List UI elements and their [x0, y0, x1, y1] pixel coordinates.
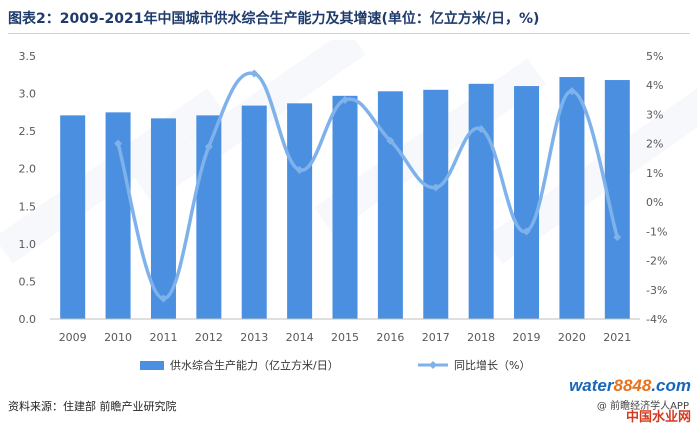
y-left-tick-label: 3.0: [19, 88, 37, 101]
bar-series: [60, 77, 630, 320]
y-left-tick-label: 0.0: [19, 313, 37, 326]
x-tick-label: 2012: [195, 331, 223, 344]
growth-point-2011: [159, 294, 168, 303]
cn-watermark: 中国水业网: [625, 410, 691, 425]
y-right-tick-label: -4%: [646, 313, 667, 326]
y-right-tick-label: 4%: [646, 79, 663, 92]
y-left-tick-label: 0.5: [19, 275, 37, 288]
y-left-tick-label: 3.5: [19, 50, 37, 63]
y-right-tick-label: 1%: [646, 167, 663, 180]
legend-bar-swatch: [140, 360, 164, 370]
growth-point-2021: [613, 233, 622, 242]
axes: 0.0 0.5 1.0 1.5 2.0 2.5 3.0 3.5 -4% -3% -2% -1% 0% 1%…: [19, 50, 668, 344]
x-tick-label: 2016: [376, 331, 404, 344]
line-series: [114, 69, 622, 303]
app-watermark: @ 前瞻经济学人APP: [596, 401, 689, 412]
title-divider: [8, 33, 690, 34]
source-note: 资料来源：住建部 前瞻产业研究院: [8, 400, 177, 413]
x-tick-label: 2019: [513, 331, 541, 344]
x-tick-label: 2018: [467, 331, 495, 344]
y-left-tick-label: 1.0: [19, 238, 37, 251]
bar-2016: [377, 91, 403, 319]
y-right-tick-label: -1%: [646, 225, 667, 238]
legend-bar-label: 供水综合生产能力（亿立方米/日）: [170, 359, 339, 372]
bar-2020: [559, 77, 585, 319]
legend-item-bar: 供水综合生产能力（亿立方米/日）: [140, 357, 339, 373]
bar-2014: [287, 103, 313, 319]
growth-point-2014: [295, 165, 304, 174]
x-tick-label: 2021: [603, 331, 631, 344]
site-watermark: water8848.com: [569, 376, 691, 396]
bar-2009: [60, 115, 86, 319]
y-left-tick-label: 2.0: [19, 163, 37, 176]
bar-2013: [241, 105, 267, 319]
x-tick-label: 2010: [104, 331, 132, 344]
bar-2011: [150, 118, 176, 320]
x-tick-label: 2014: [286, 331, 314, 344]
site-watermark-c: .com: [651, 376, 691, 395]
y-right-tick-label: 2%: [646, 138, 663, 151]
growth-point-2012: [204, 142, 213, 151]
y-left-tick-label: 1.5: [19, 200, 37, 213]
growth-point-2010: [114, 139, 123, 148]
growth-point-2019: [522, 227, 531, 236]
x-tick-label: 2020: [558, 331, 586, 344]
combo-chart: 0.0 0.5 1.0 1.5 2.0 2.5 3.0 3.5 -4% -3% -2% -1% 0% 1%…: [0, 40, 697, 344]
x-tick-label: 2011: [149, 331, 177, 344]
growth-point-2018: [477, 125, 486, 134]
x-tick-label: 2013: [240, 331, 268, 344]
y-right-tick-label: 3%: [646, 108, 663, 121]
watermark-band: [484, 88, 697, 264]
growth-point-2016: [386, 136, 395, 145]
growth-point-2013: [250, 69, 259, 78]
y-right-tick-label: -2%: [646, 255, 667, 268]
x-tick-label: 2009: [59, 331, 87, 344]
growth-point-2017: [431, 183, 440, 192]
site-watermark-a: water: [569, 376, 614, 395]
growth-point-2020: [567, 87, 576, 96]
y-right-tick-label: -3%: [646, 284, 667, 297]
x-tick-label: 2015: [331, 331, 359, 344]
chart-title: 图表2：2009-2021年中国城市供水综合生产能力及其增速(单位：亿立方米/日…: [8, 11, 540, 27]
growth-line: [116, 71, 619, 301]
site-watermark-b: 8848: [613, 376, 652, 395]
growth-point-2015: [341, 95, 349, 104]
legend-line-swatch: [418, 361, 448, 369]
y-right-tick-label: 5%: [646, 50, 663, 63]
x-tick-label: 2017: [422, 331, 450, 344]
y-right-tick-label: 0%: [646, 196, 663, 209]
legend-line-label: 同比增长（%）: [454, 359, 531, 372]
legend-item-line: 同比增长（%）: [418, 357, 530, 373]
bar-2018: [468, 83, 494, 319]
y-left-tick-label: 2.5: [19, 125, 37, 138]
bar-2019: [514, 86, 540, 319]
bar-2017: [423, 89, 449, 319]
bar-2015: [332, 95, 358, 319]
